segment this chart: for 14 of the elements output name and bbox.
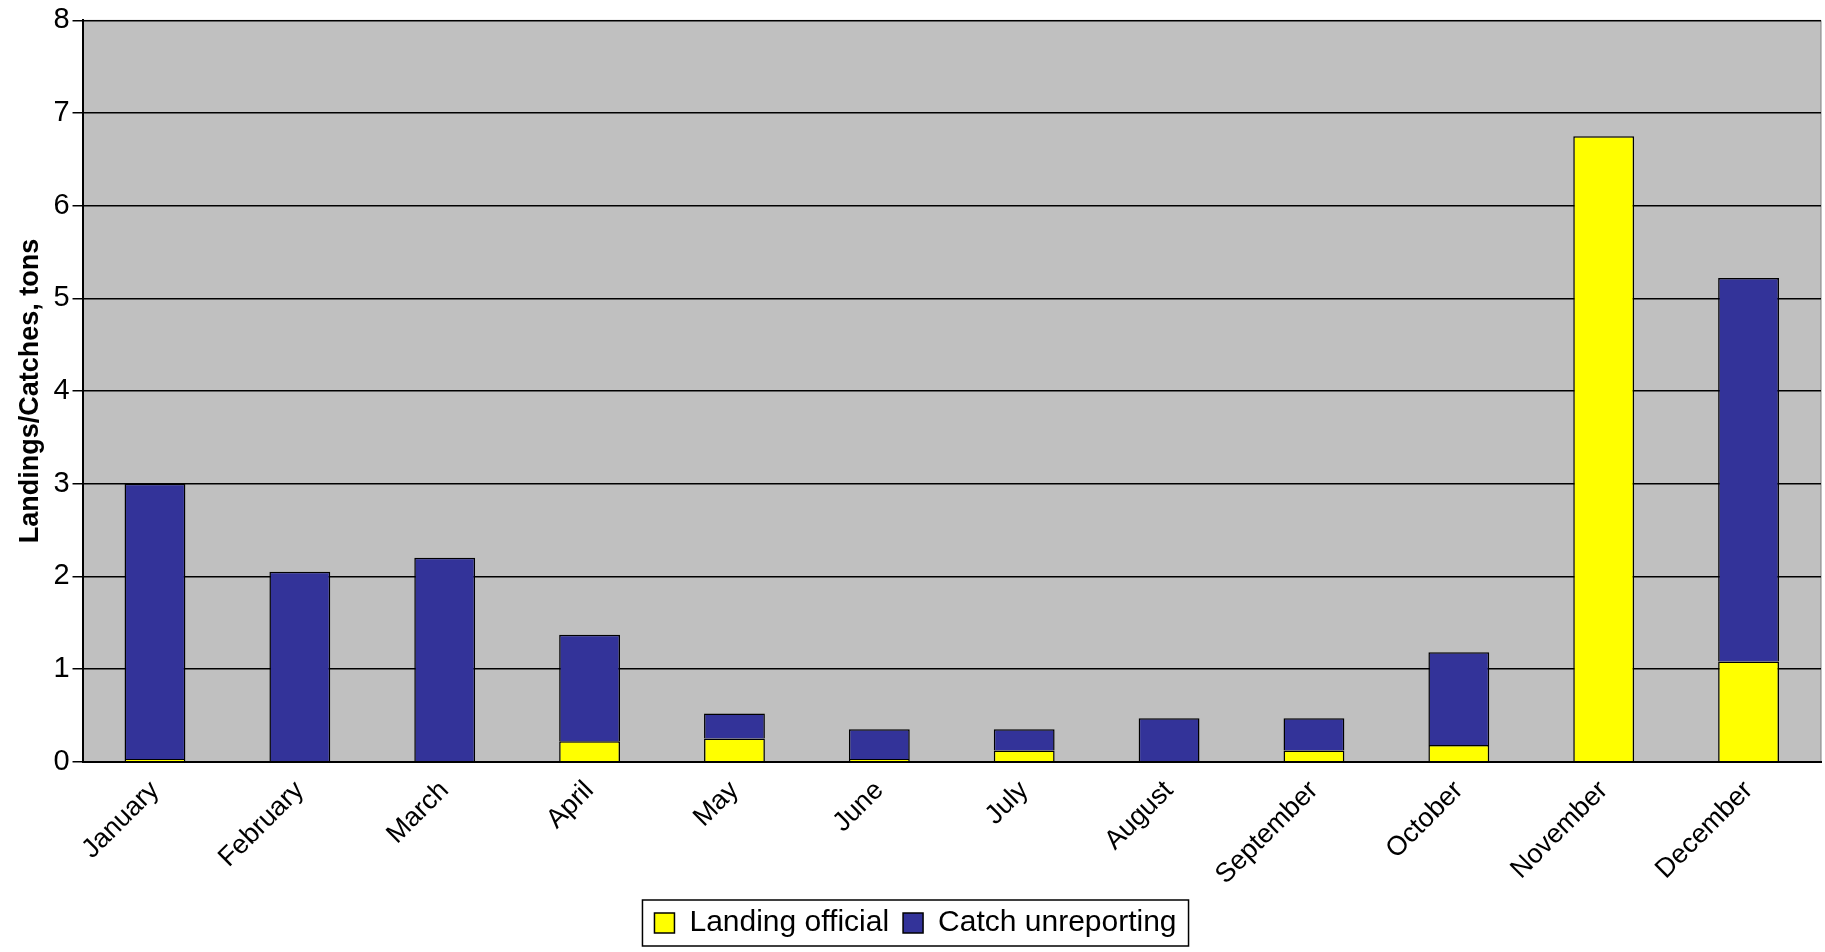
y-tick-label: 8: [53, 2, 70, 35]
y-axis-title: Landings/Catches, tons: [13, 238, 44, 544]
x-tick-label: July: [978, 774, 1035, 830]
y-tick-label: 1: [53, 651, 70, 684]
y-tick-label: 0: [53, 743, 70, 776]
legend-label: Catch unreporting: [938, 904, 1177, 938]
y-tick-label: 5: [53, 280, 70, 313]
y-tick-label: 2: [53, 558, 70, 591]
y-tick-label: 7: [53, 95, 70, 128]
y-tick-label: 3: [53, 465, 70, 498]
y-tick-label: 4: [53, 373, 70, 406]
x-tick-label: May: [686, 774, 745, 832]
legend-label: Landing official: [689, 904, 890, 938]
y-tick-label: 6: [53, 187, 70, 220]
